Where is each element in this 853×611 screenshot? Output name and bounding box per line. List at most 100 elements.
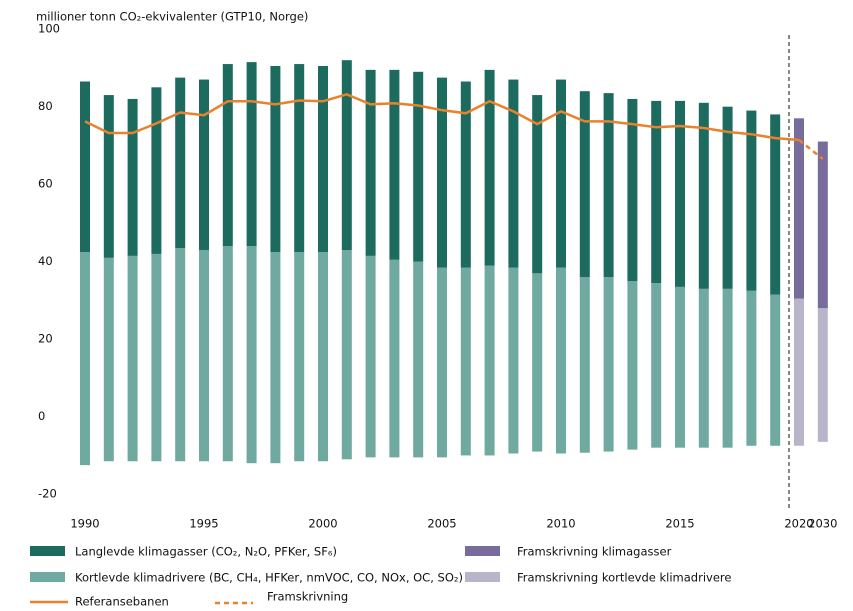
bar-segment [627,281,638,423]
bar-negative-segment [318,422,328,462]
bar-negative-segment [794,422,804,446]
bar-segment [199,79,209,251]
bar-segment [294,252,305,423]
bar-segment [817,141,828,309]
bar-segment [794,298,804,423]
bar-negative-segment [460,422,471,456]
bar-segment [556,267,566,423]
bar-segment [746,290,757,423]
bar-segment [437,77,447,268]
bar-segment [651,283,662,423]
bar-segment [294,64,305,252]
bar-segment [103,257,114,423]
bar-negative-segment [127,422,138,462]
bar-segment [579,91,590,278]
bar-negative-segment [246,422,257,464]
bar-negative-segment [270,422,281,464]
bar-negative-segment [508,422,519,454]
y-tick-label: 80 [38,99,53,113]
bar-segment [627,98,638,282]
bar-segment [175,77,186,249]
x-tick-label: 2010 [546,517,575,531]
x-tick-label: 1995 [189,517,218,531]
bar-segment [770,294,781,423]
y-tick-label: 100 [38,22,60,36]
bar-negative-segment [222,422,233,462]
legend-swatch [465,546,500,556]
bar-segment [222,64,233,247]
bar-negative-segment [437,422,447,458]
bar-negative-segment [627,422,638,450]
bar-segment [80,252,90,423]
bar-negative-segment [341,422,352,460]
bar-segment [579,277,590,423]
bar-segment [603,277,614,423]
bar-negative-segment [199,422,209,462]
bar-negative-segment [556,422,566,454]
bar-segment [722,106,733,289]
legend-label: Framskrivning klimagasser [517,545,672,559]
legend-label: Framskrivning [267,590,348,604]
y-tick-label: 40 [38,254,53,268]
bar-segment [389,69,400,260]
bar-segment [675,286,685,423]
x-tick-label: 2000 [308,517,337,531]
bar-segment [746,110,757,291]
bar-segment [603,93,614,278]
bar-segment [365,255,376,423]
legend-swatch [30,546,65,556]
bar-segment [270,252,281,423]
bar-segment [151,87,162,254]
bar-segment [675,100,685,287]
bar-segment [508,79,519,268]
bar-negative-segment [151,422,162,462]
legend-swatch [30,572,65,582]
bar-negative-segment [413,422,424,458]
legend-label: Framskrivning kortlevde klimadrivere [517,571,731,585]
bar-segment [246,62,257,247]
bar-segment [698,288,709,423]
bar-negative-segment [722,422,733,448]
bar-segment [246,246,257,423]
x-tick-label: 1990 [70,517,99,531]
bar-negative-segment [698,422,709,448]
x-tick-label: 2030 [808,517,837,531]
bar-segment [437,267,447,423]
bar-segment [413,71,424,262]
bar-segment [722,288,733,423]
bar-negative-segment [746,422,757,446]
x-tick-label: 2005 [427,517,456,531]
bar-segment [460,81,471,268]
bar-negative-segment [603,422,614,452]
bar-segment [127,255,138,423]
bar-negative-segment [365,422,376,458]
bar-segment [222,246,233,423]
bar-segment [318,66,328,252]
bar-segment [508,267,519,423]
bar-negative-segment [80,422,90,466]
bar-negative-segment [175,422,186,462]
y-axis-title: millioner tonn CO₂-ekvivalenter (GTP10, … [36,10,308,24]
bar-negative-segment [770,422,781,446]
bar-segment [484,265,495,423]
legend-swatch [465,572,500,582]
bar-negative-segment [103,422,114,462]
bar-segment [127,98,138,256]
bar-segment [389,259,400,423]
bar-negative-segment [817,422,828,442]
bar-segment [651,100,662,283]
bar-segment [341,60,352,251]
bar-segment [151,253,162,423]
legend-label: Langlevde klimagasser (CO₂, N₂O, PFKer, … [75,545,337,559]
y-tick-label: -20 [38,487,57,501]
bar-segment [794,118,804,299]
bar-negative-segment [532,422,543,452]
bar-segment [698,102,709,289]
bar-negative-segment [651,422,662,448]
bar-segment [556,79,566,268]
bar-segment [270,66,281,252]
y-tick-label: 0 [38,409,45,423]
bar-segment [817,308,828,423]
x-tick-label: 2015 [665,517,694,531]
